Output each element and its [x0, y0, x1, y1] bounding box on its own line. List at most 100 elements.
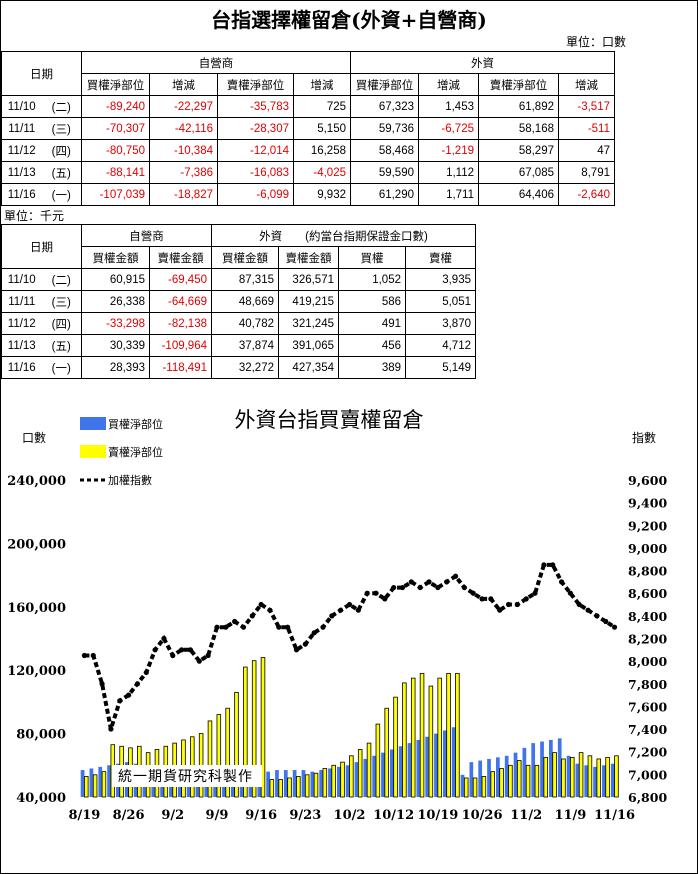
table-cell: 58,297 — [478, 139, 559, 162]
table-cell: -64,669 — [149, 290, 212, 313]
row-weekday: (二) — [41, 268, 82, 291]
row-date: 11/13 — [1, 334, 42, 357]
index-point — [576, 601, 582, 608]
legend-label-put: 賣權淨部位 — [108, 445, 163, 459]
call-bar — [584, 765, 589, 797]
put-bar — [516, 760, 522, 798]
index-point — [444, 579, 450, 585]
column-header: 賣權金額 — [278, 246, 339, 269]
index-point — [196, 658, 202, 664]
table-cell: 58,468 — [350, 139, 419, 162]
left-tick-label: 200,000 — [7, 537, 66, 552]
put-bar — [570, 756, 575, 798]
x-tick-label: 11/9 — [554, 808, 586, 823]
x-tick-label: 9/23 — [289, 808, 321, 823]
x-tick-label: 10/19 — [417, 808, 458, 823]
row-date: 11/10 — [1, 268, 42, 291]
table-cell: -89,240 — [81, 95, 150, 118]
index-point — [497, 607, 503, 613]
right-tick-label: 7,200 — [628, 745, 667, 760]
position-table: 日期 自營商 外資 買權淨部位 增減 賣權淨部位 增減 買權淨部位 增減 賣權淨部位 增減 1… — [1, 51, 615, 206]
index-point — [214, 624, 220, 630]
table-cell: 491 — [338, 312, 406, 335]
index-point — [187, 647, 194, 653]
table-cell: 321,245 — [278, 312, 339, 335]
put-bar — [525, 764, 531, 798]
row-weekday: (四) — [41, 139, 82, 162]
chart-title: 外資台指買賣權留倉 — [235, 408, 424, 432]
x-tick-label: 9/2 — [161, 808, 184, 823]
call-bar — [398, 746, 403, 797]
date-header: 日期 — [1, 51, 82, 96]
date-header: 日期 — [1, 224, 82, 269]
table-cell: 419,215 — [278, 290, 339, 313]
put-bar — [393, 696, 398, 798]
put-bar — [216, 714, 222, 798]
table-cell: 87,315 — [211, 268, 279, 291]
index-point — [603, 618, 609, 625]
table-cell: 1,052 — [338, 268, 406, 291]
table-cell: -82,138 — [149, 312, 212, 335]
row-date: 11/12 — [1, 139, 42, 162]
put-bar — [499, 768, 504, 798]
table-cell: -18,827 — [149, 183, 218, 206]
x-tick-label: 10/2 — [334, 808, 366, 823]
put-bar — [340, 761, 345, 798]
index-point — [143, 669, 149, 676]
put-bar — [234, 691, 239, 798]
put-bar — [349, 755, 354, 798]
call-bar — [222, 779, 226, 797]
put-bar — [296, 775, 301, 798]
x-tick-label: 9/9 — [206, 808, 229, 823]
put-bar — [366, 742, 372, 798]
put-bar — [225, 707, 230, 798]
table-cell: 26,338 — [81, 290, 150, 313]
table-cell: 28,393 — [81, 356, 150, 379]
row-date: 11/12 — [1, 312, 42, 335]
x-tick-label: 10/26 — [462, 808, 503, 823]
table-cell: 60,915 — [81, 268, 150, 291]
index-point — [470, 590, 476, 596]
call-bar — [213, 777, 217, 797]
put-bar — [428, 685, 434, 798]
table-cell: 37,874 — [211, 334, 279, 357]
left-axis-label: 口數 — [22, 431, 46, 445]
row-date: 11/13 — [1, 161, 42, 184]
index-point — [461, 584, 467, 591]
index-point — [108, 726, 114, 732]
table-cell: -28,307 — [217, 117, 294, 140]
table-cell: -16,083 — [217, 161, 294, 184]
call-bar — [107, 765, 111, 797]
table-cell: -107,039 — [81, 183, 150, 206]
index-point — [338, 607, 344, 613]
table-cell: 427,354 — [278, 356, 339, 379]
call-bar — [363, 758, 368, 797]
put-bar — [508, 764, 513, 798]
table-cell: 389 — [338, 356, 406, 379]
index-point — [523, 596, 529, 602]
index-point — [293, 647, 300, 653]
call-bar — [610, 763, 615, 797]
x-tick-label: 8/19 — [68, 808, 100, 823]
index-point — [373, 590, 379, 596]
row-weekday: (五) — [41, 161, 82, 184]
put-bar — [269, 779, 275, 798]
call-bar — [283, 770, 288, 797]
index-point — [558, 579, 565, 585]
index-point — [479, 596, 485, 602]
open-interest-chart: 40,000 80,000 120,000 160,000 200,000 240,000… — [7, 408, 667, 823]
table-cell: 32,272 — [211, 356, 279, 379]
index-point — [408, 579, 414, 585]
call-bar — [487, 758, 491, 797]
table-row: 11/16 (一) -107,039 -18,827 -6,099 9,932 61,290… — [1, 183, 615, 206]
right-tick-label: 7,800 — [628, 677, 667, 692]
put-bar — [92, 774, 98, 798]
put-bar — [357, 749, 363, 798]
unit-contracts: 單位：口數 — [566, 35, 627, 49]
index-point — [223, 624, 229, 630]
index-point — [399, 584, 406, 591]
table-cell: 3,935 — [405, 268, 476, 291]
put-bar — [490, 771, 495, 798]
call-bar — [602, 765, 606, 797]
put-bar — [481, 775, 487, 798]
